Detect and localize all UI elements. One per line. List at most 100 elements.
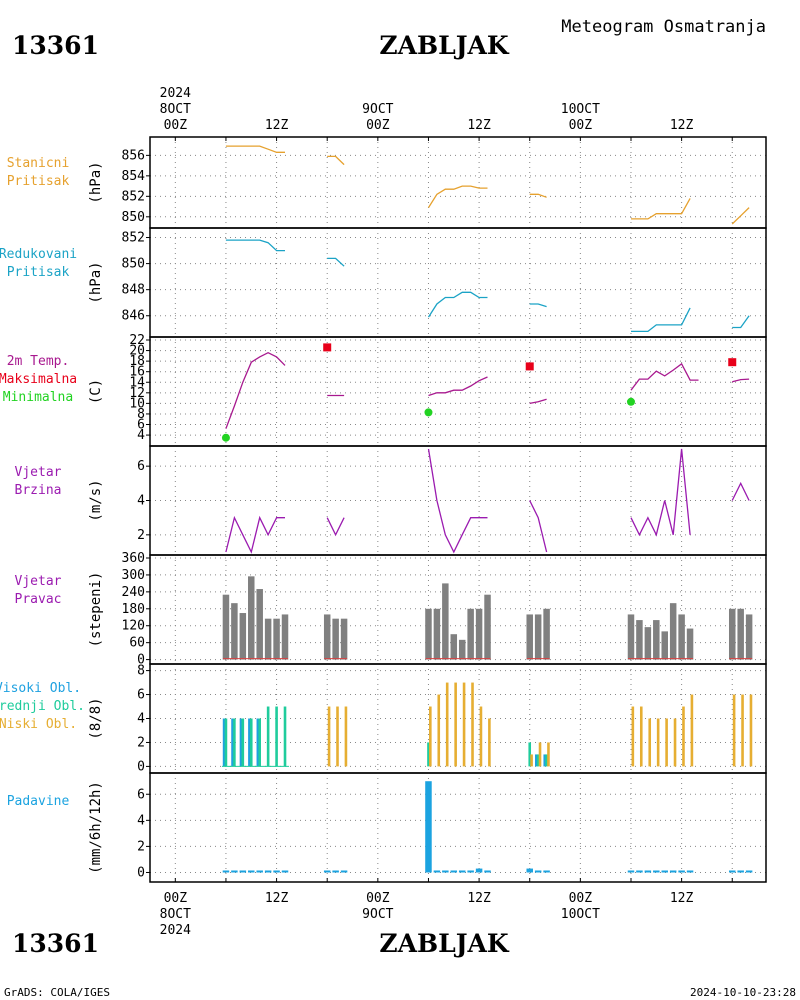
cloud-bar — [545, 754, 548, 767]
panel-frame — [149, 772, 767, 883]
panel-label: Srednji Obl. — [0, 699, 85, 714]
series-line — [529, 398, 547, 405]
precip-bar — [264, 870, 272, 873]
precip-bar — [627, 870, 635, 873]
precip-bar — [737, 870, 744, 873]
y-tick-label: 854 — [122, 169, 146, 184]
cloud-bar — [241, 718, 245, 767]
y-tick-label: 6 — [137, 688, 145, 703]
wind-direction-bar — [543, 608, 550, 660]
panel-label: Brzina — [15, 483, 62, 498]
panel-label: Vjetar — [15, 465, 62, 480]
time-label-bottom: 12Z — [670, 891, 694, 906]
series-line — [225, 239, 285, 252]
y-axis-label: (hPa) — [88, 161, 104, 203]
precip-bar — [728, 870, 736, 873]
y-tick-label: 8 — [137, 407, 145, 422]
series-line — [428, 376, 488, 397]
cloud-bar — [639, 706, 643, 767]
tmax-marker — [525, 362, 534, 371]
panel-frame — [149, 227, 767, 338]
y-tick-label: 6 — [137, 787, 145, 802]
time-label-top: 9OCT — [362, 102, 393, 117]
wind-direction-bar — [231, 603, 238, 660]
precip-bar — [661, 870, 668, 873]
cloud-bar — [741, 694, 744, 767]
y-tick-label: 4 — [137, 712, 145, 727]
series-line — [225, 515, 285, 554]
time-label-top: 2024 — [160, 86, 191, 101]
tmax-marker — [728, 358, 737, 367]
time-label-top: 00Z — [164, 118, 188, 133]
time-label-bottom: 00Z — [366, 891, 390, 906]
y-tick-label: 22 — [129, 333, 145, 348]
wind-direction-bar — [669, 603, 677, 660]
tmin-marker — [424, 408, 433, 417]
y-tick-label: 848 — [122, 283, 145, 298]
cloud-bar — [547, 742, 550, 767]
precip-bar — [467, 870, 474, 873]
y-axis-label: (8/8) — [88, 697, 104, 739]
precip-bar — [433, 870, 441, 873]
y-axis-label: (stepeni) — [88, 572, 104, 648]
y-tick-label: 14 — [129, 375, 145, 390]
cloud-bar — [536, 754, 540, 767]
y-tick-label: 12 — [129, 386, 145, 401]
cloud-bar — [543, 754, 547, 767]
time-label-bottom: 12Z — [467, 891, 491, 906]
cloud-bar — [231, 718, 234, 767]
series-line — [731, 481, 750, 501]
cloud-bar — [673, 718, 677, 767]
y-tick-label: 10 — [129, 396, 145, 411]
panel-frame — [149, 336, 767, 447]
wind-direction-bar — [475, 608, 483, 660]
panel-label: Redukovani — [0, 247, 77, 262]
cloud-bar — [283, 706, 287, 767]
cloud-bar — [732, 694, 736, 767]
precip-bar — [484, 870, 491, 873]
panel-station_pressure: 850 852 854 856 (hPa) Stanicni Pritisak — [7, 136, 767, 229]
y-tick-label: 2 — [137, 735, 145, 750]
cloud-bar — [336, 706, 339, 767]
cloud-bar — [528, 742, 532, 767]
cloud-bar — [427, 742, 430, 767]
wind-direction-bar — [728, 608, 736, 660]
time-label-top: 12Z — [265, 118, 289, 133]
precip-bar — [534, 870, 542, 873]
time-label-top: 10OCT — [561, 102, 600, 117]
time-label-top: 00Z — [569, 118, 593, 133]
series-line — [630, 448, 691, 537]
wind-direction-bar — [450, 634, 458, 660]
y-tick-label: 360 — [122, 551, 145, 566]
y-tick-label: 2 — [137, 839, 145, 854]
cloud-bar — [249, 718, 253, 767]
y-tick-label: 300 — [122, 568, 145, 583]
cloud-bar — [538, 742, 542, 767]
y-axis-label: (C) — [88, 379, 104, 404]
y-tick-label: 6 — [137, 418, 145, 433]
precip-bar — [653, 870, 660, 873]
y-tick-label: 852 — [122, 189, 145, 204]
wind-direction-bar — [425, 608, 432, 660]
precip-bar — [458, 870, 466, 873]
series-line — [731, 207, 750, 225]
cloud-bar — [530, 754, 533, 767]
precip-bar — [425, 781, 432, 873]
wind-direction-bar — [458, 639, 466, 660]
cloud-bar — [248, 718, 251, 767]
panel-label: Pritisak — [7, 265, 70, 280]
time-label-top: 12Z — [670, 118, 694, 133]
cloud-bar — [239, 718, 243, 767]
time-label-bottom: 8OCT — [160, 907, 191, 922]
time-label-bottom: 00Z — [164, 891, 188, 906]
wind-direction-bar — [484, 594, 491, 660]
y-tick-label: 852 — [122, 231, 145, 246]
panel-label: Niski Obl. — [0, 717, 77, 732]
time-label-bottom: 12Z — [265, 891, 289, 906]
y-tick-label: 0 — [137, 865, 145, 880]
wind-direction-bar — [273, 618, 280, 660]
precip-bar — [745, 870, 753, 873]
y-tick-label: 846 — [122, 309, 145, 324]
precip-bar — [273, 870, 280, 873]
